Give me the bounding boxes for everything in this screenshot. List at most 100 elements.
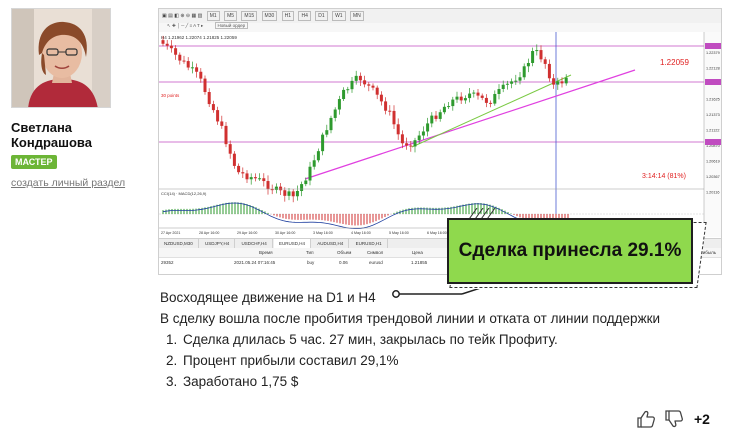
thumbs-up-icon[interactable]: [636, 410, 656, 428]
price-tick-label: 1.20367: [706, 175, 720, 179]
tab-audusd-h4[interactable]: AUDUSD,H4: [312, 239, 350, 248]
table-row[interactable]: 29352 2021.05.24 07:16:45 buy 0.06 eurus…: [159, 258, 721, 267]
candle-body: [304, 180, 308, 185]
candle-body: [174, 48, 178, 55]
create-personal-section-link[interactable]: создать личный раздел: [11, 177, 126, 189]
candle-body: [308, 166, 312, 181]
tf-h1[interactable]: H1: [281, 11, 295, 21]
candle-body: [211, 104, 215, 111]
candle-body: [388, 110, 392, 112]
time-tick-label: 27 Apr 2021: [161, 231, 180, 235]
candle-body: [396, 124, 400, 135]
candle-body: [312, 160, 316, 167]
level-marker: [705, 43, 721, 49]
toolbar-icons: ▣ ▤ ◧ ⊕ ⊖ ▦ ▥: [162, 13, 203, 19]
profit-callout: Сделка принесла 29.1%: [447, 218, 693, 284]
candle-body: [329, 117, 333, 131]
tf-mn[interactable]: MN: [349, 11, 364, 21]
tf-d1[interactable]: D1: [315, 11, 328, 21]
candle-body: [232, 153, 236, 166]
author-last-name: Кондрашова: [11, 135, 92, 150]
candle-body: [434, 115, 438, 119]
tf-m1[interactable]: M1: [206, 11, 220, 21]
candle-body: [203, 78, 207, 93]
price-tick-label: 1.21625: [706, 98, 720, 102]
candle-body: [283, 190, 287, 196]
time-tick-label: 5 May 16:00: [389, 231, 409, 235]
col-symbol: Символ: [367, 250, 384, 255]
price-chart[interactable]: H4 1.21962 1.22074 1.21825 1.22059 30 po…: [159, 32, 722, 275]
post-heading: Восходящее движение на D1 и H4: [160, 290, 376, 305]
candle-body: [505, 83, 509, 85]
candle-body: [438, 112, 442, 119]
candle-body: [392, 110, 396, 125]
candle-body: [501, 84, 505, 90]
tf-h4[interactable]: H4: [298, 11, 311, 21]
tf-w1[interactable]: W1: [332, 11, 346, 21]
candle-body: [455, 96, 459, 100]
tab-eurusd-h4[interactable]: EURUSD,H4: [274, 239, 312, 248]
candle-body: [237, 165, 241, 173]
candle-body: [417, 135, 421, 141]
order-volume: 0.06: [339, 260, 348, 265]
tab-usdjpy-h4[interactable]: USDJPY,H4: [200, 239, 236, 248]
price-tick-label: 1.20116: [706, 191, 719, 195]
candle-body: [543, 59, 547, 64]
list-item: Процент прибыли составил 29,1%: [181, 350, 660, 371]
tab-eurusd-h1[interactable]: EURUSD,H1: [351, 239, 388, 248]
candle-body: [346, 89, 350, 91]
candle-body: [514, 80, 518, 82]
candle-body: [426, 123, 430, 132]
candle-body: [228, 144, 232, 154]
candle-body: [321, 134, 325, 152]
indicator-label: CCI(14) · MACD(12,26,9): [161, 191, 207, 196]
tf-m15[interactable]: M15: [241, 11, 258, 21]
price-tick-label: 1.20619: [706, 160, 720, 164]
candle-body: [367, 84, 371, 86]
tab-usdchf-h4[interactable]: USDCHF,H4: [236, 239, 273, 248]
candle-body: [409, 145, 413, 147]
trendline[interactable]: [304, 69, 636, 180]
candle-body: [190, 67, 194, 69]
candle-body: [375, 87, 379, 95]
candle-body: [291, 191, 295, 197]
vote-controls: +2: [636, 410, 710, 428]
candle-body: [245, 173, 249, 180]
order-type: buy: [307, 260, 315, 265]
candle-body: [199, 71, 203, 79]
candle-body: [463, 98, 467, 101]
tab-nzdusd-m30[interactable]: NZDUSD,M30: [159, 239, 199, 248]
candle-body: [489, 102, 493, 104]
candle-body: [400, 134, 404, 144]
support-trendline[interactable]: [411, 74, 572, 148]
candle-body: [354, 75, 358, 81]
indicator-line: [162, 202, 569, 229]
thumbs-down-icon[interactable]: [664, 410, 684, 428]
candle-body: [447, 106, 451, 108]
order-time: 2021.05.24 07:16:45: [234, 260, 276, 265]
candle-body: [169, 45, 173, 49]
candle-body: [253, 177, 257, 179]
tf-m5[interactable]: M5: [224, 11, 238, 21]
vote-count: +2: [694, 411, 710, 427]
avatar-photo: [12, 9, 110, 107]
price-tick-label: 1.20870: [706, 144, 720, 148]
candle-body: [241, 172, 245, 174]
author-name[interactable]: Светлана Кондрашова: [11, 120, 131, 150]
candle-body: [564, 77, 568, 84]
candle-body: [216, 110, 220, 122]
time-tick-label: 29 Apr 16:00: [237, 231, 257, 235]
candle-body: [522, 66, 526, 78]
list-item: Заработано 1,75 $: [181, 371, 660, 392]
new-order-button[interactable]: Новый ордер: [214, 22, 249, 29]
candle-body: [510, 81, 514, 84]
cursor-icon[interactable]: ↖ ✚ │ ─ ╱ ≡ A T ▸: [167, 23, 204, 28]
candle-body: [165, 43, 169, 46]
candle-body: [459, 96, 463, 101]
candle-body: [220, 121, 224, 126]
tf-m30[interactable]: M30: [261, 11, 278, 21]
price-scale: [704, 32, 721, 237]
time-tick-label: 30 Apr 16:00: [275, 231, 295, 235]
author-avatar[interactable]: [11, 8, 111, 108]
candle-body: [337, 99, 341, 110]
